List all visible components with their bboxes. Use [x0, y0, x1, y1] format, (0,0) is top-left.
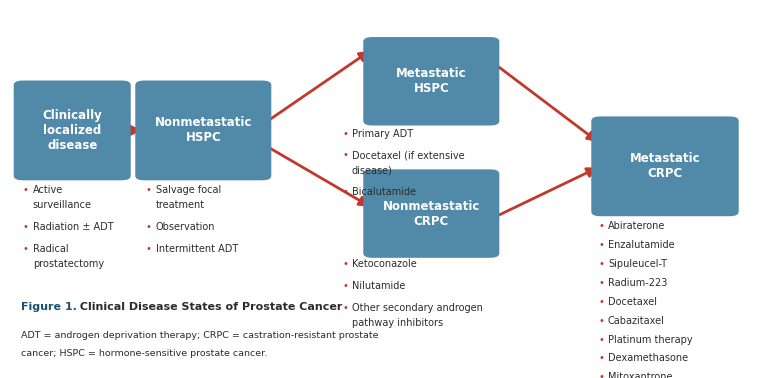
FancyBboxPatch shape: [14, 81, 131, 180]
Text: disease): disease): [352, 166, 393, 175]
Text: •: •: [146, 185, 152, 195]
Text: cancer; HSPC = hormone-sensitive prostate cancer.: cancer; HSPC = hormone-sensitive prostat…: [21, 349, 268, 358]
Text: Nonmetastatic
HSPC: Nonmetastatic HSPC: [154, 116, 252, 144]
Text: pathway inhibitors: pathway inhibitors: [352, 318, 443, 328]
Text: Platinum therapy: Platinum therapy: [608, 335, 692, 344]
Text: Intermittent ADT: Intermittent ADT: [156, 244, 238, 254]
Text: •: •: [23, 222, 29, 232]
Text: Metastatic
CRPC: Metastatic CRPC: [630, 152, 700, 180]
Text: •: •: [342, 129, 348, 138]
Text: Docetaxel: Docetaxel: [608, 297, 657, 307]
Text: •: •: [146, 222, 152, 232]
Text: Enzalutamide: Enzalutamide: [608, 240, 675, 250]
Text: ADT = androgen deprivation therapy; CRPC = castration-resistant prostate: ADT = androgen deprivation therapy; CRPC…: [21, 331, 378, 340]
Text: Other secondary androgen: Other secondary androgen: [352, 303, 483, 313]
Text: Bicalutamide: Bicalutamide: [352, 187, 416, 197]
Text: •: •: [342, 259, 348, 269]
Text: •: •: [342, 187, 348, 197]
Text: surveillance: surveillance: [33, 200, 92, 210]
Text: •: •: [598, 335, 604, 344]
Text: Docetaxel (if extensive: Docetaxel (if extensive: [352, 150, 464, 160]
Text: Observation: Observation: [156, 222, 215, 232]
Text: Metastatic
HSPC: Metastatic HSPC: [396, 67, 467, 95]
Text: Sipuleucel-T: Sipuleucel-T: [608, 259, 667, 269]
Text: •: •: [598, 353, 604, 363]
FancyBboxPatch shape: [591, 116, 739, 216]
Text: Nonmetastatic
CRPC: Nonmetastatic CRPC: [382, 200, 480, 228]
Text: •: •: [598, 372, 604, 378]
Text: Salvage focal: Salvage focal: [156, 185, 221, 195]
Text: •: •: [146, 244, 152, 254]
Text: Clinical Disease States of Prostate Cancer: Clinical Disease States of Prostate Canc…: [76, 302, 342, 312]
Text: •: •: [598, 316, 604, 325]
Text: •: •: [342, 281, 348, 291]
Text: treatment: treatment: [156, 200, 205, 210]
Text: Figure 1.: Figure 1.: [21, 302, 78, 312]
FancyBboxPatch shape: [363, 37, 499, 125]
Text: •: •: [598, 278, 604, 288]
Text: •: •: [598, 259, 604, 269]
Text: Clinically
localized
disease: Clinically localized disease: [43, 109, 102, 152]
Text: •: •: [342, 150, 348, 160]
Text: •: •: [598, 221, 604, 231]
Text: Radiation ± ADT: Radiation ± ADT: [33, 222, 113, 232]
Text: Ketoconazole: Ketoconazole: [352, 259, 416, 269]
Text: Radium-223: Radium-223: [608, 278, 667, 288]
Text: Primary ADT: Primary ADT: [352, 129, 413, 138]
Text: Radical: Radical: [33, 244, 68, 254]
Text: Dexamethasone: Dexamethasone: [608, 353, 688, 363]
Text: •: •: [23, 185, 29, 195]
Text: •: •: [598, 240, 604, 250]
Text: prostatectomy: prostatectomy: [33, 259, 104, 269]
FancyBboxPatch shape: [363, 169, 499, 258]
Text: Mitoxantrone: Mitoxantrone: [608, 372, 673, 378]
Text: Active: Active: [33, 185, 63, 195]
Text: •: •: [598, 297, 604, 307]
FancyBboxPatch shape: [135, 81, 271, 180]
Text: Cabazitaxel: Cabazitaxel: [608, 316, 665, 325]
Text: •: •: [342, 303, 348, 313]
Text: •: •: [23, 244, 29, 254]
Text: Abiraterone: Abiraterone: [608, 221, 665, 231]
Text: Nilutamide: Nilutamide: [352, 281, 405, 291]
